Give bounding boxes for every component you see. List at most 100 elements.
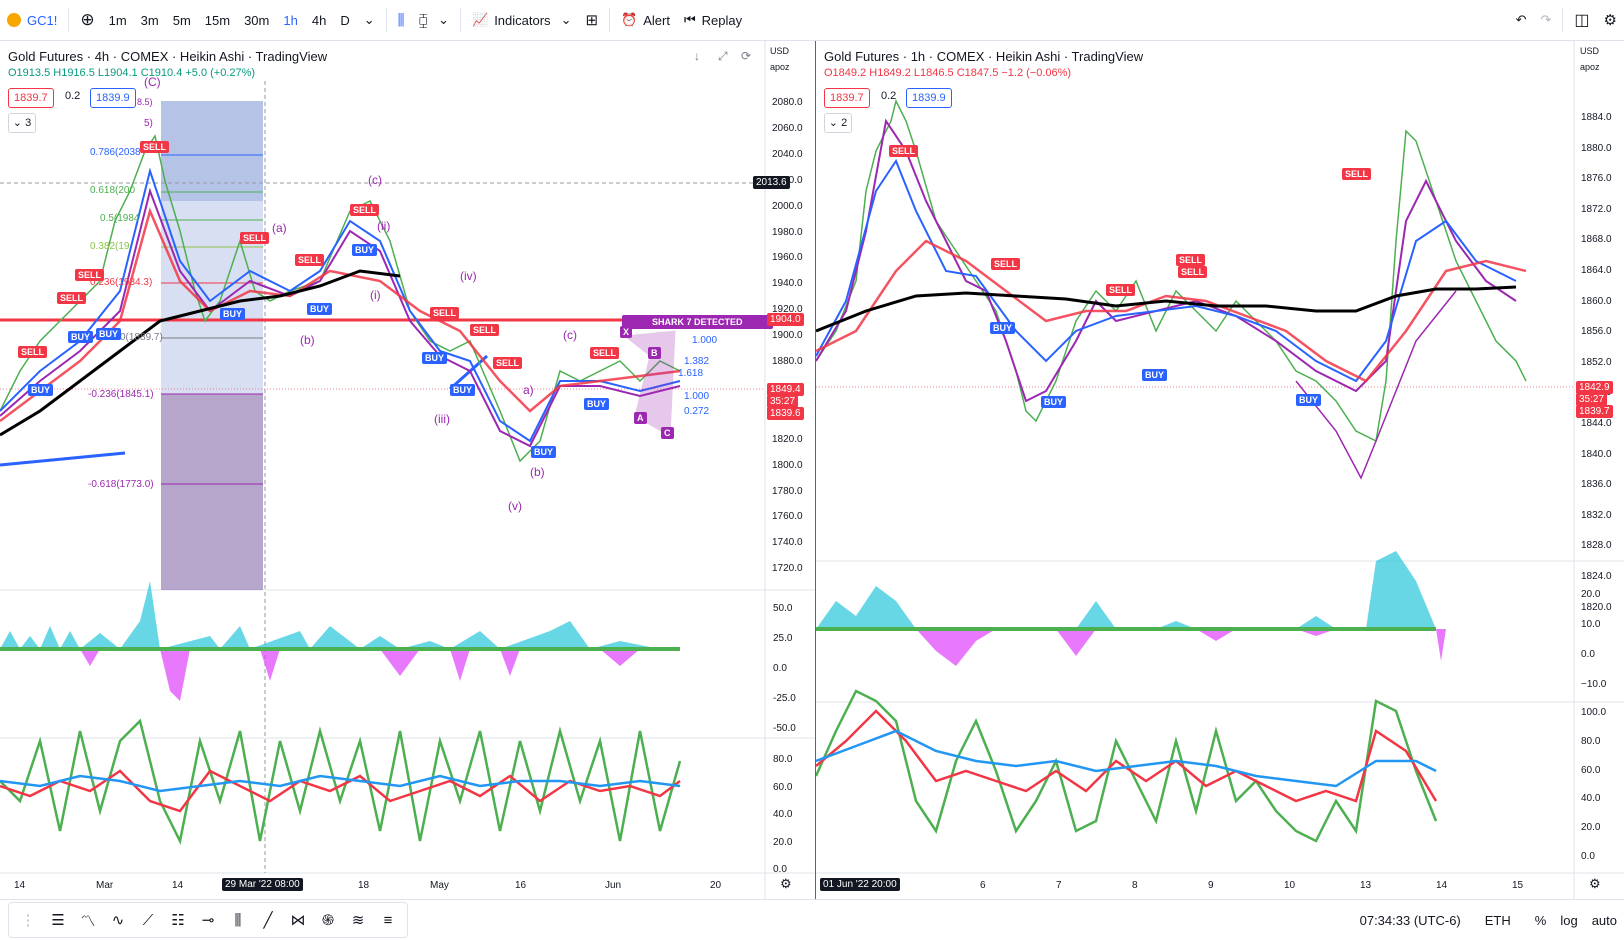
session-toggle[interactable]: ETH: [1484, 912, 1511, 928]
currency-label[interactable]: USD: [770, 46, 790, 56]
user-label[interactable]: apoz: [770, 62, 790, 72]
percent-toggle[interactable]: %: [1534, 912, 1547, 928]
interval-dropdown[interactable]: ⌄: [357, 0, 382, 40]
top-toolbar: GC1! ⊕ 1m 3m 5m 15m 30m 1h 4h D ⌄ ⫼ ⧮ ⌄ 📈…: [0, 0, 1624, 41]
axis-tick-label: 1828.0: [1581, 540, 1612, 552]
compare-button[interactable]: ⊕: [73, 0, 101, 40]
interval-5m[interactable]: 5m: [172, 12, 191, 28]
interval-15m[interactable]: 15m: [204, 12, 231, 28]
settings-lines-icon[interactable]: ≡: [383, 911, 393, 929]
elliott-wave-icon[interactable]: 〽: [80, 912, 96, 930]
oscillator-1-histogram: [816, 551, 1446, 666]
right-chart-pane[interactable]: Gold Futures · 1h · COMEX · Heikin Ashi …: [816, 41, 1624, 899]
heikin-ashi-button[interactable]: ⧮ ⌄: [412, 0, 456, 40]
trend-line-icon[interactable]: ⟋: [142, 911, 154, 929]
harmonic-point-b: B: [648, 347, 661, 359]
axis-tick-label: 20.0: [773, 836, 793, 848]
gear-icon[interactable]: ⚙: [780, 876, 792, 891]
chevron-down-icon: ⌄: [438, 12, 449, 27]
wave-label: (i): [370, 288, 381, 302]
refresh-icon[interactable]: ⟳: [741, 49, 752, 63]
time-tick-label: 14: [1436, 880, 1448, 891]
interval-30m[interactable]: 30m: [244, 12, 270, 28]
redo-button[interactable]: ↷: [1534, 0, 1559, 40]
gear-icon[interactable]: ⚙: [1589, 876, 1601, 891]
left-chart-pane[interactable]: Gold Futures · 4h · COMEX · Heikin Ashi …: [0, 41, 815, 899]
collapse-indicators-button[interactable]: ⌄ 3: [8, 113, 36, 133]
wave-label: (b): [530, 465, 545, 479]
trend-line[interactable]: [0, 451, 126, 467]
wave-label: (b): [300, 333, 315, 347]
indicators-icon: 📈: [472, 12, 489, 27]
axis-tick-label: 2060.0: [772, 122, 803, 134]
last-price-tag: 1849.4: [767, 383, 804, 396]
sell-price-box[interactable]: 1839.7: [824, 88, 870, 108]
axis-tick-label: 1960.0: [772, 252, 803, 264]
horizontal-ray-icon[interactable]: ⊸: [201, 912, 215, 929]
buy-price-box[interactable]: 1839.9: [90, 88, 136, 108]
xabcd-pattern-icon[interactable]: ⋈: [290, 912, 306, 929]
sell-signal: SELL: [1106, 284, 1136, 296]
right-chart-canvas[interactable]: [816, 41, 1624, 899]
alert-button[interactable]: ⏰ Alert: [621, 12, 670, 28]
harmonic-detected-label: SHARK 7 DETECTED: [622, 315, 773, 329]
harmonic-ratio: 1.000: [692, 335, 718, 346]
candles-icon: ⫼: [397, 11, 405, 29]
time-tick-label: 20: [710, 880, 722, 891]
interval-D[interactable]: D: [340, 12, 350, 28]
line-icon[interactable]: ╱: [263, 912, 273, 929]
drag-handle-icon[interactable]: ⋮: [20, 912, 36, 929]
user-label[interactable]: apoz: [1580, 62, 1600, 72]
replay-button[interactable]: ⏮ Replay: [683, 12, 743, 28]
indicators-button[interactable]: 📈 Indicators ⌄: [472, 12, 572, 28]
drawing-tools-bar: ⋮ ☰ 〽 ∿ ⟋ ☷ ⊸ ⫼ ╱ ⋈ ֍ ≋ ≡: [8, 902, 408, 938]
axis-tick-label: 50.0: [773, 603, 793, 614]
interval-1h[interactable]: 1h: [283, 12, 298, 28]
axis-tick-label: 1836.0: [1581, 479, 1612, 491]
interval-1m[interactable]: 1m: [108, 12, 127, 28]
undo-button[interactable]: ↶: [1509, 0, 1534, 40]
wave-label: 5): [144, 118, 153, 129]
interval-4h[interactable]: 4h: [311, 12, 327, 28]
alarm-clock-icon: ⏰: [621, 12, 638, 27]
buy-price-box[interactable]: 1839.9: [906, 88, 952, 108]
templates-button[interactable]: ⊞: [578, 0, 605, 40]
sell-signal: SELL: [295, 254, 325, 266]
wave-label: (c): [368, 173, 382, 187]
left-chart-canvas[interactable]: [0, 41, 815, 899]
time-tick-label: 7: [1056, 880, 1062, 891]
log-toggle[interactable]: log: [1560, 912, 1578, 928]
rewind-icon: ⏮: [683, 12, 696, 27]
pane-divider[interactable]: [815, 41, 816, 899]
fib-level: -0.618(1773.0): [88, 479, 154, 490]
axis-tick-label: 60.0: [773, 781, 793, 793]
axis-tick-label: 1900.0: [772, 330, 803, 342]
auto-toggle[interactable]: auto: [1591, 912, 1617, 928]
scroll-down-icon[interactable]: ↓: [694, 49, 700, 63]
right-chart-ohlc: O1849.2 H1849.2 L1846.5 C1847.5 −1.2 (−0…: [824, 67, 1072, 79]
fib-level: 0.382(19: [90, 241, 130, 252]
buy-signal: BUY: [96, 328, 122, 340]
sell-price-box[interactable]: 1839.7: [8, 88, 54, 108]
trend-line[interactable]: [449, 354, 488, 391]
maximize-icon[interactable]: ⤢: [718, 49, 728, 63]
impulse-wave-icon[interactable]: ∿: [111, 912, 125, 929]
buy-signal: BUY: [422, 352, 448, 364]
bar-style-button[interactable]: ⫼: [391, 0, 412, 40]
layout-button[interactable]: ◫: [1567, 0, 1596, 40]
vertical-lines-icon[interactable]: ⫼: [234, 911, 242, 929]
resistance-price-tag: 1904.0: [767, 313, 804, 326]
settings-button[interactable]: ⚙: [1597, 0, 1624, 40]
interval-3m[interactable]: 3m: [140, 12, 159, 28]
menu-icon[interactable]: ☰: [51, 912, 65, 929]
symbol-search[interactable]: GC1!: [0, 0, 64, 40]
clock[interactable]: 07:34:33 (UTC-6): [1359, 912, 1461, 928]
fib-channel-icon[interactable]: ≋: [351, 912, 365, 929]
fib-retracement-icon[interactable]: ☷: [171, 912, 185, 929]
axis-tick-label: 1860.0: [1581, 295, 1612, 307]
harmonic-pattern[interactable]: [623, 330, 676, 437]
fib-spiral-icon[interactable]: ֍: [321, 912, 335, 929]
axis-tick-label: 25.0: [773, 633, 793, 644]
currency-label[interactable]: USD: [1580, 46, 1600, 56]
collapse-indicators-button[interactable]: ⌄ 2: [824, 113, 852, 133]
